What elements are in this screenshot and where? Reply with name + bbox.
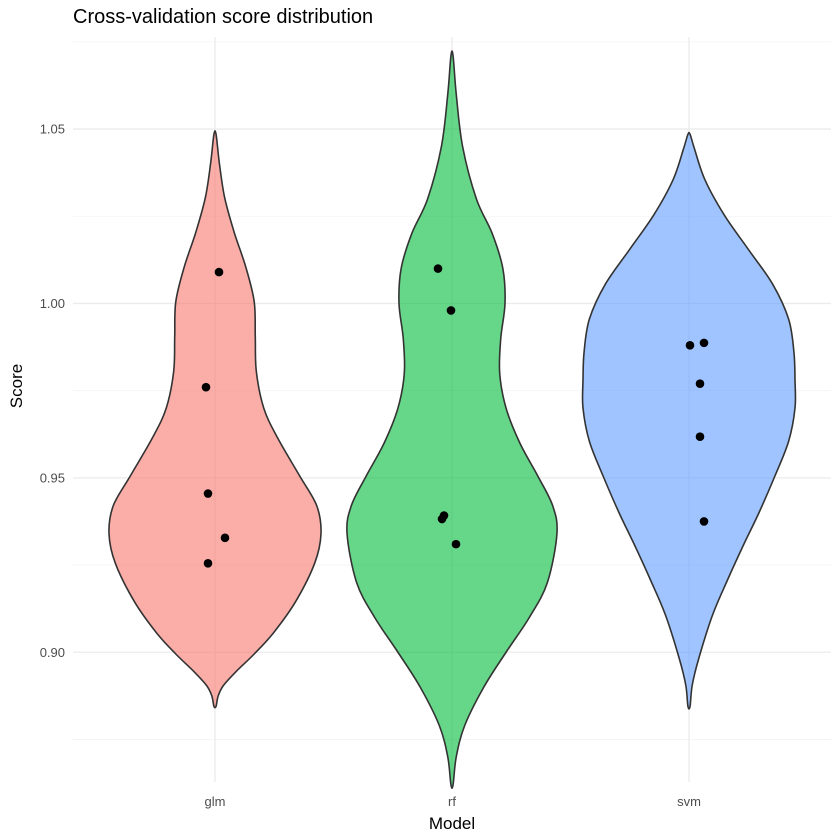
- x-axis-ticks: glm rf svm: [205, 794, 701, 809]
- y-axis-ticks: 0.90 0.95 1.00 1.05: [40, 122, 65, 660]
- point-rf: [437, 514, 447, 524]
- point-glm: [214, 267, 224, 277]
- x-tick-label: svm: [677, 794, 701, 809]
- violin-glm: [108, 130, 322, 709]
- point-svm: [685, 341, 695, 350]
- y-tick-label: 0.95: [40, 470, 65, 485]
- x-axis-title: Model: [429, 814, 475, 833]
- point-glm: [203, 489, 213, 498]
- point-svm: [699, 517, 709, 526]
- violin-rf: [346, 50, 558, 790]
- x-tick-label: glm: [205, 794, 226, 809]
- point-glm: [203, 559, 213, 568]
- violin-layer: [108, 50, 797, 790]
- points-layer: [201, 264, 709, 568]
- point-svm: [699, 338, 709, 348]
- point-rf: [446, 306, 456, 315]
- point-glm: [201, 382, 211, 392]
- y-tick-label: 1.05: [40, 122, 65, 137]
- x-tick-label: rf: [448, 794, 456, 809]
- y-axis-title: Score: [7, 364, 26, 408]
- point-glm: [220, 533, 230, 543]
- point-rf: [433, 264, 443, 273]
- point-svm: [695, 432, 705, 442]
- y-tick-label: 0.90: [40, 645, 65, 660]
- point-rf: [451, 539, 461, 549]
- violin-svm: [581, 131, 797, 710]
- chart-title: Cross-validation score distribution: [73, 6, 373, 28]
- point-svm: [695, 379, 705, 388]
- y-tick-label: 1.00: [40, 296, 65, 311]
